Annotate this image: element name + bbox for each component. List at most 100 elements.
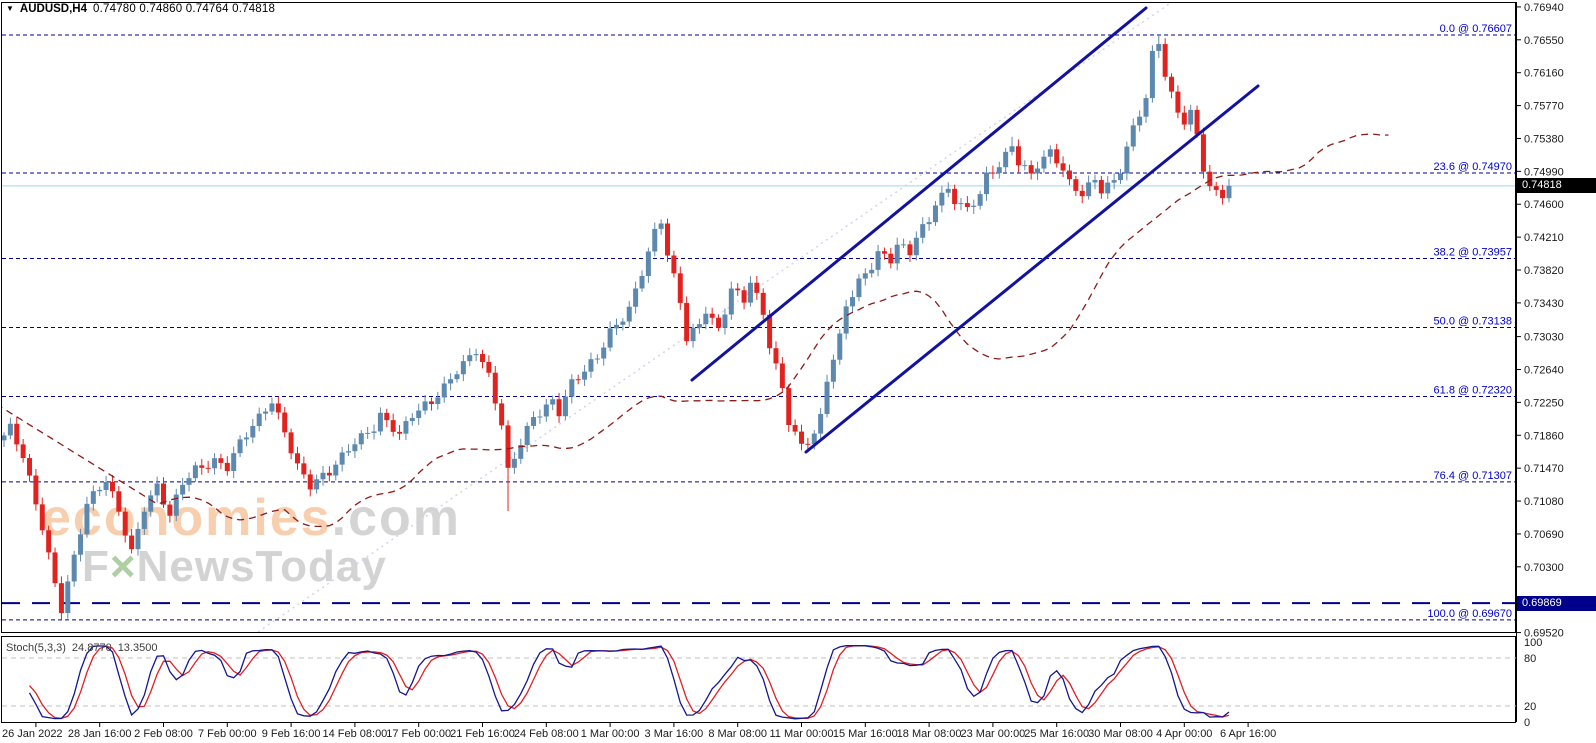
candle-body: [575, 379, 581, 381]
candle-body: [741, 290, 747, 303]
price-tick-label: 0.70300: [1524, 562, 1564, 574]
candle-body: [952, 188, 958, 205]
symbol-timeframe: AUDUSD,H4: [19, 3, 88, 15]
candle-body: [1015, 146, 1021, 166]
stoch-main-value: 24.8770: [71, 642, 112, 654]
candle-body: [709, 313, 715, 318]
watermark-brand-suffix: .com: [331, 489, 462, 547]
price-tick-label: 0.74600: [1524, 199, 1564, 211]
fib-labels-layer: 0.0 @ 0.76607 23.6 @ 0.74970 38.2 @ 0.7395…: [1427, 23, 1512, 620]
candle-body: [384, 412, 390, 421]
candle-body: [926, 222, 932, 225]
candle-body: [173, 494, 179, 516]
stoch-main-line: [28, 644, 1230, 720]
candle-body: [792, 425, 798, 432]
candle-body: [371, 431, 377, 433]
candle-body: [811, 433, 817, 445]
fib-label: 38.2 @ 0.73957: [1434, 246, 1512, 258]
candle-body: [256, 413, 262, 426]
fib-label: 23.6 @ 0.74970: [1434, 161, 1512, 173]
candle-body: [716, 317, 722, 328]
candle-body: [1169, 76, 1175, 92]
candle-body: [696, 324, 702, 328]
candle-body: [20, 444, 26, 459]
channel-lines-layer[interactable]: [690, 6, 1260, 454]
candle-body: [161, 483, 166, 505]
candle-body: [562, 396, 568, 417]
candles-layer[interactable]: [2, 35, 1232, 620]
stoch-scale-label: 80: [1524, 653, 1536, 665]
candle-body: [1156, 44, 1162, 51]
channel-trendline: [690, 6, 1148, 382]
candle-body: [1124, 146, 1130, 174]
candle-body: [307, 474, 313, 490]
watermark-brand: economies: [42, 489, 332, 547]
stochastic-layer[interactable]: [2, 644, 1516, 720]
candle-body: [1220, 189, 1226, 199]
candle-body: [837, 333, 843, 360]
candle-body: [1003, 151, 1009, 168]
price-tick-label: 0.73030: [1524, 332, 1564, 344]
date-label: 17 Feb 00:00: [386, 728, 451, 740]
candle-body: [154, 483, 160, 496]
candle-body: [1213, 186, 1219, 190]
candle-body: [582, 371, 588, 380]
watermark-f: F: [82, 542, 110, 592]
candle-body: [1079, 190, 1085, 197]
candle-body: [671, 255, 677, 274]
watermark-newstoday: NewsToday: [136, 542, 387, 592]
candle-body: [486, 361, 492, 373]
candle-body: [505, 425, 511, 468]
fib-label: 100.0 @ 0.69670: [1427, 608, 1512, 620]
moving-average-layer[interactable]: [0, 133, 1389, 528]
fib-label: 0.0 @ 0.76607: [1440, 23, 1512, 35]
candle-body: [511, 458, 517, 468]
candle-body: [192, 465, 198, 479]
candle-body: [613, 324, 619, 329]
date-label: 9 Feb 16:00: [262, 728, 321, 740]
price-axis[interactable]: 0.76940 0.76550 0.76160 0.75770 0.75380 0.749…: [1516, 2, 1564, 640]
candle-body: [1207, 171, 1213, 187]
date-label: 30 Mar 08:00: [1088, 728, 1153, 740]
candle-body: [1073, 179, 1079, 191]
candle-body: [435, 397, 441, 404]
stochastic-label: Stoch(5,3,3) 24.8770 13.3500: [6, 642, 163, 654]
candle-body: [984, 172, 990, 195]
candle-body: [441, 383, 447, 398]
candle-body: [237, 439, 243, 454]
stochastic-scale: 100 80 20 0: [1524, 637, 1542, 729]
candle-body: [875, 251, 881, 270]
date-label: 25 Mar 16:00: [1024, 728, 1089, 740]
candle-body: [52, 552, 58, 584]
candle-body: [109, 482, 115, 492]
candle-body: [1035, 168, 1041, 174]
candle-body: [480, 354, 485, 362]
candle-body: [269, 403, 275, 412]
price-tick-label: 0.74990: [1524, 166, 1564, 178]
candle-body: [1137, 116, 1143, 126]
candle-body: [958, 203, 964, 205]
candle-body: [27, 458, 33, 476]
chevron-down-icon[interactable]: ▼: [6, 4, 14, 13]
time-axis[interactable]: 26 Jan 2022 28 Jan 16:00 2 Feb 08:00 7 Feb …: [2, 722, 1276, 740]
candle-body: [677, 273, 683, 303]
date-label: 2 Feb 08:00: [134, 728, 193, 740]
candle-body: [218, 458, 224, 463]
candle-body: [862, 273, 868, 279]
stoch-panel-frame: [1, 636, 1516, 723]
candle-body: [537, 416, 543, 418]
faint-trendline: [257, 1, 1173, 633]
chart-title: ▼ AUDUSD,H4 0.74780 0.74860 0.74764 0.74…: [6, 3, 275, 15]
candle-body: [186, 478, 192, 485]
candle-body: [607, 328, 613, 348]
candle-body: [543, 404, 549, 417]
candle-body: [964, 203, 970, 207]
price-tick-label: 0.76160: [1524, 68, 1564, 80]
candle-body: [799, 431, 804, 444]
candle-body: [365, 432, 371, 434]
date-label: 7 Feb 00:00: [198, 728, 257, 740]
price-tick-label: 0.69520: [1524, 628, 1564, 640]
candle-body: [1111, 180, 1117, 183]
fibonacci-layer[interactable]: [2, 34, 1516, 621]
